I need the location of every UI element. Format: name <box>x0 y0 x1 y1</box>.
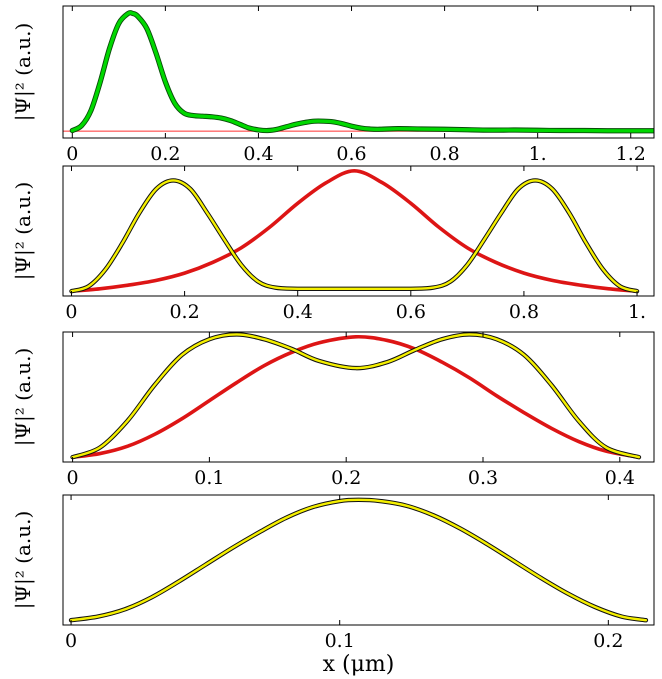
panel-1-series-2-line-outline <box>69 10 654 134</box>
panel-2-curves <box>69 169 640 294</box>
panel-1-xtick-label: 0.4 <box>243 143 273 165</box>
panel-2-frame <box>62 165 655 297</box>
panel-3-series-1-line-fill <box>70 334 641 459</box>
panel-3-ylabel: |Ψ|² (a.u.) <box>11 348 36 447</box>
panel-4-ylabel: |Ψ|² (a.u.) <box>11 511 36 610</box>
panel-3-xtick-label: 0.2 <box>331 467 361 489</box>
panel-4-curves <box>68 497 649 623</box>
panel-3-xtick-label: 0 <box>67 467 79 489</box>
panel-3-xtick-label: 0.4 <box>605 467 635 489</box>
panel-4-xtick-label: 0.2 <box>593 630 623 652</box>
panel-1-xtick-label: 1.2 <box>616 143 646 165</box>
panel-1-series-2-line-fill <box>70 10 654 133</box>
panel-2-ylabel: |Ψ|² (a.u.) <box>11 182 36 281</box>
panel-1-frame <box>62 5 655 139</box>
panel-1-xtick-label: 0 <box>66 143 78 165</box>
panel-2-xtick-label: 0.8 <box>509 301 539 323</box>
panel-3-xtick-label: 0.1 <box>194 467 224 489</box>
panel-1-xtick-label: 0.2 <box>150 143 180 165</box>
panel-3-xtick-label: 0.3 <box>468 467 498 489</box>
panel-3-series-2-line-outline <box>70 332 642 460</box>
panel-3-series-2-line <box>70 332 642 460</box>
panel-1-xtick-label: 1. <box>529 143 547 165</box>
panel-4-series-2-line <box>68 497 649 623</box>
panel-1-xtick-label: 0.8 <box>429 143 459 165</box>
panel-2-xtick-label: 0 <box>65 301 77 323</box>
panel-4-xlabel: x (μm) <box>323 652 395 677</box>
panel-2-series-1-line-fill <box>69 169 639 293</box>
panel-3-frame <box>62 331 655 463</box>
panel-1: 0 0.2 0.4 0.6 0.8 1. 1.2 |Ψ|² (a.u.) <box>11 5 655 165</box>
panel-4-series-2-line-outline <box>68 497 649 623</box>
panel-4-xtick-label: 0 <box>65 630 77 652</box>
panel-2-series-2-line-fill <box>70 179 639 293</box>
panel-1-xtick-label: 0.6 <box>336 143 366 165</box>
panel-2-xtick-label: 1. <box>628 301 646 323</box>
panel-3-series-1-line <box>70 334 641 459</box>
panel-1-ylabel: |Ψ|² (a.u.) <box>11 23 36 122</box>
panel-2: 0 0.2 0.4 0.6 0.8 1. |Ψ|² (a.u.) <box>11 165 655 323</box>
panel-3: 0 0.1 0.2 0.3 0.4 |Ψ|² (a.u.) <box>11 331 655 489</box>
panel-3-curves <box>70 332 642 460</box>
panel-4-series-2-line-fill <box>69 498 648 622</box>
panel-4-series-1-line <box>69 498 648 622</box>
panel-2-series-1-line <box>69 169 639 293</box>
panel-1-series-2-line <box>69 10 654 134</box>
panel-4-series-1-line-fill <box>69 498 648 622</box>
panel-2-xtick-label: 0.4 <box>283 301 313 323</box>
panel-3-series-2-line-fill <box>71 333 641 459</box>
panel-2-series-2-line-outline <box>69 178 640 294</box>
panel-1-curves <box>63 10 654 134</box>
panel-4-xtick-label: 0.1 <box>325 630 355 652</box>
panel-2-series-2-line <box>69 178 640 294</box>
panel-2-xtick-label: 0.6 <box>396 301 426 323</box>
panel-4: 0 0.1 0.2 |Ψ|² (a.u.) x (μm) <box>11 494 655 677</box>
panel-2-xtick-label: 0.2 <box>169 301 199 323</box>
panel-4-frame <box>62 494 655 626</box>
